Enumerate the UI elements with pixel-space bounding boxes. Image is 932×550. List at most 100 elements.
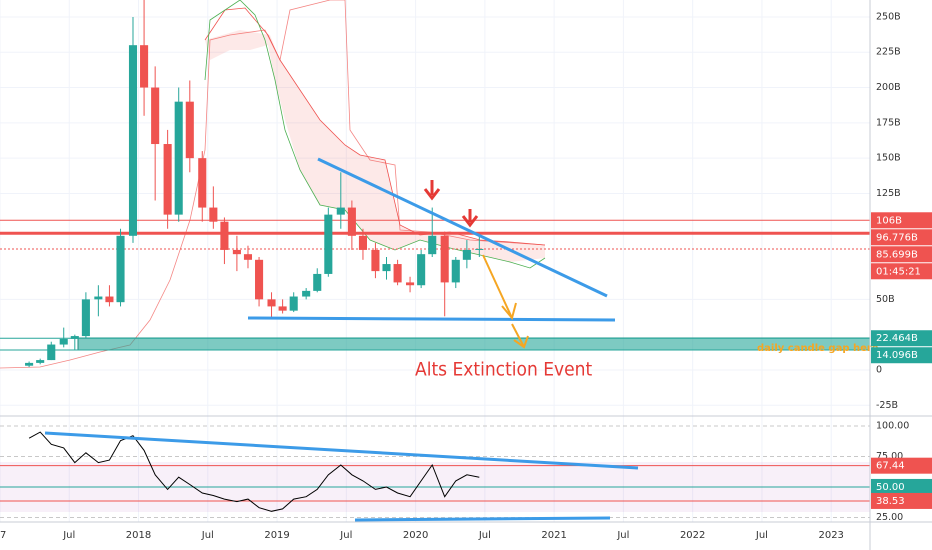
arrow (482, 254, 513, 319)
trendline (317, 157, 608, 298)
support-line (247, 316, 616, 322)
candle-body (94, 296, 103, 300)
rsi-label-box (871, 492, 932, 509)
candle-body (232, 249, 241, 255)
gap-note: daily candle gap here (757, 343, 879, 354)
candle-body (462, 249, 471, 260)
price-label: 22.464B (876, 333, 918, 344)
arrow-head (461, 215, 479, 228)
candle-body (116, 235, 125, 303)
candle-body (267, 299, 276, 307)
x-tick-label: Jul (201, 530, 214, 541)
candle-body (163, 144, 172, 215)
arrow-head (513, 335, 529, 349)
candle-body (451, 259, 460, 283)
gap-zone (77, 337, 871, 351)
x-tick-label: Jul (62, 530, 75, 541)
cloud-span-b (204, 7, 546, 246)
rsi-trendline (354, 516, 611, 522)
rsi-label-box (871, 478, 932, 495)
price-label: 85.699B (876, 249, 918, 260)
candle-body (428, 235, 437, 255)
x-tick-label: 2023 (818, 530, 843, 541)
countdown: 01:45:21 (876, 266, 921, 277)
x-tick-label: Jul (755, 530, 768, 541)
candle-body (151, 87, 160, 145)
y-tick-label: 200B (876, 82, 901, 93)
candle-body (289, 296, 298, 311)
candle-body (220, 221, 229, 250)
y-tick-label: 150B (876, 153, 901, 164)
candle-body (324, 214, 333, 274)
price-label-box (871, 212, 932, 229)
candle-body (209, 207, 218, 222)
annotation: Alts Extinction Event (415, 359, 592, 381)
y-tick-label: 250B (876, 11, 901, 22)
x-tick-label: 2021 (541, 530, 566, 541)
candle-body (140, 45, 149, 88)
rsi-label-box (871, 457, 932, 474)
x-tick-label: Jul (616, 530, 629, 541)
price-levels (0, 219, 870, 351)
candle-body (70, 336, 79, 339)
candle-body (128, 45, 138, 236)
price-label: 14.096B (876, 350, 918, 361)
candle-body (358, 235, 368, 250)
candle-body (313, 273, 322, 291)
y-tick-label: 125B (876, 188, 901, 199)
candle-body (81, 299, 90, 337)
rsi-trendline (44, 431, 639, 470)
candle-body (174, 101, 183, 215)
rsi-tick-label: 75.00 (876, 451, 903, 462)
candle-body (302, 290, 311, 297)
price-label-box (871, 246, 932, 263)
candle-body (198, 158, 207, 208)
candle-body (36, 360, 45, 363)
y-tick-label: 0 (876, 364, 882, 375)
price-label-box (871, 347, 932, 364)
arrow-head (501, 302, 517, 321)
y-tick-label: 175B (876, 117, 901, 128)
rsi-label: 38.53 (876, 496, 905, 507)
y-tick-label: 225B (876, 47, 901, 58)
cloud-span-a (204, 0, 546, 269)
x-tick-label: 17 (0, 530, 6, 541)
rsi-line (28, 431, 480, 512)
candle-body (417, 254, 426, 286)
candle-body (406, 282, 415, 286)
rsi-tick-label: 25.00 (876, 512, 903, 523)
candle-body (440, 235, 449, 283)
price-label: 96.776B (876, 232, 918, 243)
candle-body (185, 101, 194, 159)
x-tick-label: Jul (339, 530, 352, 541)
price-label-box (871, 330, 932, 347)
candle-body (47, 344, 56, 361)
candle-body (105, 296, 114, 303)
candle-body (382, 264, 391, 272)
rsi-tick-label: 100.00 (876, 420, 909, 431)
candle-body (255, 259, 264, 300)
candle-body (347, 207, 356, 236)
cloud (205, 30, 545, 262)
x-tick-label: Jul (478, 530, 491, 541)
candle-body (59, 338, 68, 345)
rsi-label: 67.44 (876, 461, 905, 472)
x-tick-label: 2020 (403, 530, 428, 541)
candle-body (393, 264, 402, 283)
y-tick-label: -25B (876, 400, 898, 411)
axis-labels: 17 Jul 2018 Jul 2019 Jul 2020 Jul 2021 Jul 2022 Jul… (0, 11, 932, 541)
price-label: 106B (876, 215, 902, 226)
price-label-box (871, 229, 932, 246)
x-tick-label: 2019 (264, 530, 289, 541)
y-tick-label: 50B (876, 294, 895, 305)
candle-body (25, 362, 34, 366)
x-tick-label: 2018 (126, 530, 151, 541)
candle-body (243, 254, 253, 260)
candle-body (475, 248, 484, 250)
rsi-label: 50.00 (876, 482, 905, 493)
candle-body (278, 306, 287, 311)
candles (25, 0, 484, 368)
x-tick-label: 2022 (680, 530, 705, 541)
arrow-head (423, 188, 441, 201)
